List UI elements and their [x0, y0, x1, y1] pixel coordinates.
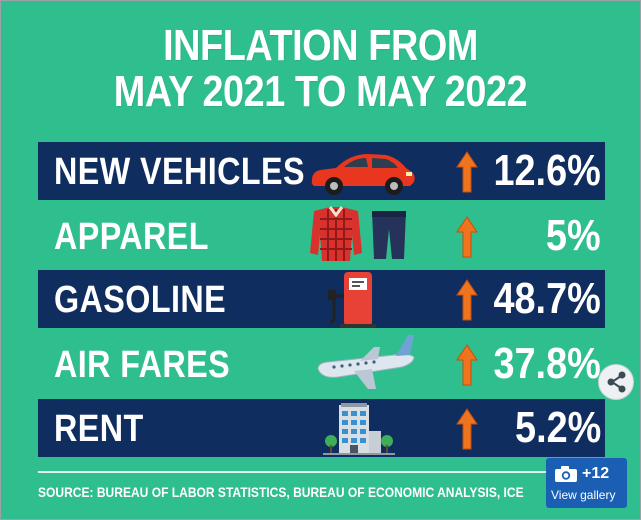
title-line-1: INFLATION FROM [163, 21, 478, 70]
row-value: 12.6% [493, 146, 601, 195]
up-arrow-icon [456, 151, 478, 193]
up-arrow-icon [456, 408, 478, 450]
row-value: 37.8% [493, 339, 601, 388]
up-arrow-icon [456, 344, 478, 386]
gallery-label: View gallery [551, 488, 616, 502]
fuel-pump-icon [328, 272, 376, 328]
share-icon [607, 371, 626, 393]
row-gasoline: GASOLINE 48.7% [38, 270, 605, 328]
source-note: SOURCE: BUREAU OF LABOR STATISTICS, BURE… [38, 484, 524, 500]
camera-icon [555, 466, 577, 482]
row-label: AIR FARES [54, 344, 231, 386]
airplane-icon [317, 335, 415, 389]
row-label: NEW VEHICLES [54, 151, 305, 193]
title-line-2: MAY 2021 TO MAY 2022 [113, 67, 528, 116]
clothing-icon [310, 206, 406, 261]
row-apparel: APPAREL 5% [38, 206, 605, 265]
up-arrow-icon [456, 279, 478, 321]
up-arrow-icon [456, 216, 478, 258]
building-icon [323, 403, 395, 455]
view-gallery-button[interactable]: +12 View gallery [546, 458, 627, 508]
chart-title: INFLATION FROM MAY 2021 TO MAY 2022 [46, 23, 596, 115]
row-value: 5.2% [514, 403, 601, 452]
row-label: APPAREL [54, 216, 209, 258]
divider [38, 471, 605, 473]
row-value: 48.7% [493, 274, 601, 323]
row-label: GASOLINE [54, 279, 227, 321]
share-button[interactable] [598, 364, 634, 400]
row-rent: RENT 5.2% [38, 399, 605, 457]
car-icon [311, 154, 415, 195]
row-label: RENT [54, 408, 144, 450]
row-new-vehicles: NEW VEHICLES 12.6% [38, 142, 605, 200]
row-value: 5% [546, 211, 601, 260]
gallery-count: +12 [582, 465, 610, 482]
row-air-fares: AIR FARES 37.8% [38, 335, 605, 393]
